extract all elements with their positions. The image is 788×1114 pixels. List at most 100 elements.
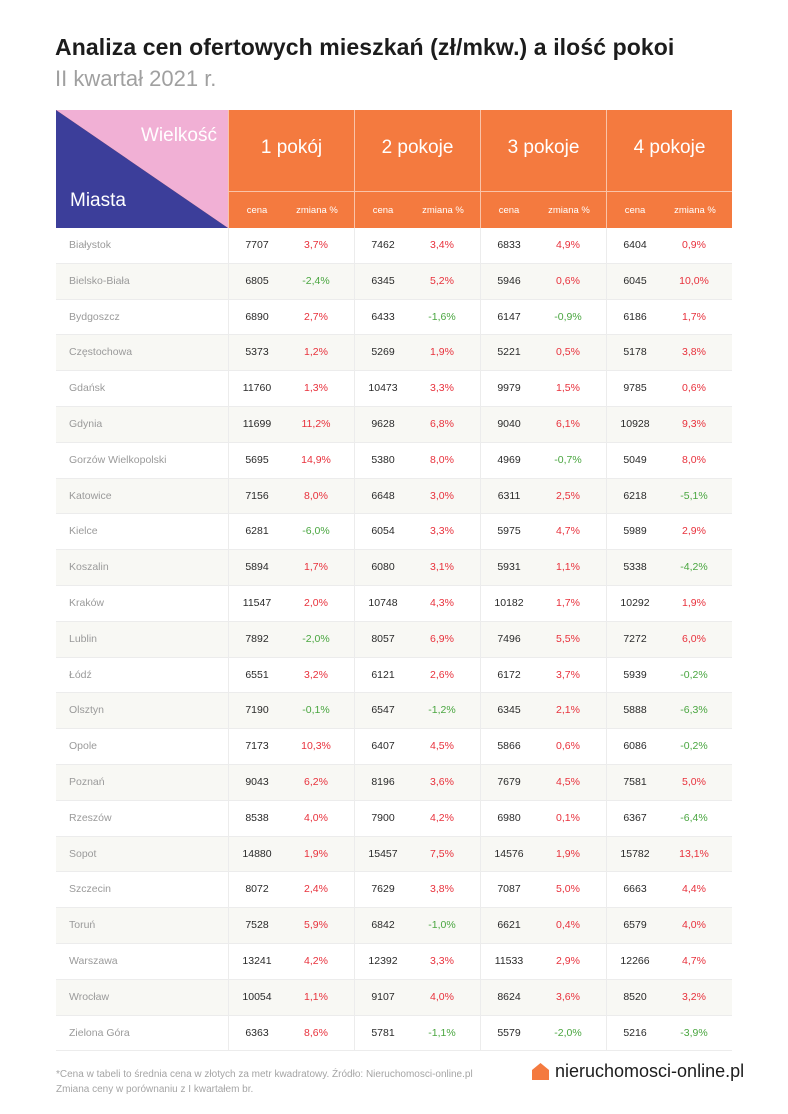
change-cell: 3,3% (430, 525, 454, 538)
column-divider (228, 406, 229, 442)
price-cell: 5975 (497, 525, 521, 538)
price-cell: 6648 (371, 489, 395, 502)
column-divider (354, 693, 355, 729)
price-cell: 13241 (242, 954, 272, 967)
city-name: Bielsko-Biała (69, 274, 130, 287)
header-divider (229, 191, 354, 192)
change-cell: 1,7% (682, 310, 706, 323)
change-cell: -6,0% (302, 525, 330, 538)
column-divider (606, 979, 607, 1015)
price-cell: 11547 (242, 596, 272, 609)
change-cell: -1,0% (428, 919, 456, 932)
price-cell: 10473 (368, 382, 398, 395)
column-divider (480, 621, 481, 657)
change-cell: 3,3% (430, 954, 454, 967)
table-row: Toruń 7528 5,9% 6842 -1,0% 6621 0,4% 6579 4,0% (56, 908, 732, 944)
table-row: Koszalin 5894 1,7% 6080 3,1% 5931 1,1% 5338 -4,2… (56, 550, 732, 586)
column-divider (480, 406, 481, 442)
change-cell: -2,0% (554, 1026, 582, 1039)
change-cell: 0,5% (556, 346, 580, 359)
price-cell: 5989 (623, 525, 647, 538)
table-row: Opole 7173 10,3% 6407 4,5% 5866 0,6% 6086 -0,2% (56, 729, 732, 765)
column-divider (228, 836, 229, 872)
column-group-2: 2 pokoje cena zmiana % (354, 110, 480, 228)
column-divider (606, 800, 607, 836)
change-cell: 3,0% (430, 489, 454, 502)
table-row: Sopot 14880 1,9% 15457 7,5% 14576 1,9% 15782 13,… (56, 836, 732, 873)
column-divider (480, 514, 481, 550)
column-divider (228, 335, 229, 371)
column-divider (228, 478, 229, 514)
column-divider (354, 943, 355, 979)
city-name: Poznań (69, 775, 105, 788)
column-divider (606, 693, 607, 729)
price-cell: 6080 (371, 561, 395, 574)
change-cell: 9,3% (682, 417, 706, 430)
price-cell: 15457 (368, 847, 398, 860)
column-divider (354, 514, 355, 550)
column-divider (354, 800, 355, 836)
column-divider (480, 693, 481, 729)
column-divider (480, 442, 481, 478)
change-cell: 3,3% (430, 382, 454, 395)
change-cell: 4,5% (430, 740, 454, 753)
column-divider (480, 478, 481, 514)
price-cell: 5216 (623, 1026, 647, 1039)
column-divider (354, 657, 355, 693)
column-divider (354, 406, 355, 442)
price-cell: 5269 (371, 346, 395, 359)
price-cell: 8520 (623, 990, 647, 1003)
price-cell: 5888 (623, 704, 647, 717)
price-cell: 5781 (371, 1026, 395, 1039)
change-cell: 0,6% (556, 274, 580, 287)
price-cell: 11760 (242, 382, 272, 395)
column-divider (354, 263, 355, 299)
city-name: Toruń (69, 919, 96, 932)
change-cell: 14,9% (301, 453, 331, 466)
price-cell: 14880 (242, 847, 272, 860)
table-row: Gdynia 11699 11,2% 9628 6,8% 9040 6,1% 10928 9,3… (56, 406, 732, 443)
price-cell: 15782 (620, 847, 650, 860)
change-cell: 0,4% (556, 919, 580, 932)
column-group-title: 3 pokoje (507, 137, 580, 158)
table-row: Kielce 6281 -6,0% 6054 3,3% 5975 4,7% 5989 2,9% (56, 514, 732, 551)
city-name: Łódź (69, 668, 92, 681)
change-cell: 1,9% (556, 847, 580, 860)
price-cell: 6621 (497, 919, 521, 932)
column-divider (354, 1015, 355, 1051)
column-divider (480, 1015, 481, 1051)
price-cell: 6805 (245, 274, 269, 287)
price-cell: 6980 (497, 811, 521, 824)
price-cell: 12266 (620, 954, 650, 967)
price-cell: 9979 (497, 382, 521, 395)
change-cell: -3,9% (680, 1026, 708, 1039)
column-divider (228, 299, 229, 335)
change-cell: 1,7% (556, 596, 580, 609)
change-cell: 1,1% (304, 990, 328, 1003)
city-name: Gdynia (69, 417, 103, 430)
change-cell: 2,5% (556, 489, 580, 502)
column-divider (354, 371, 355, 406)
change-cell: 4,2% (304, 954, 328, 967)
price-cell: 6281 (245, 525, 269, 538)
column-divider (606, 729, 607, 764)
column-group-title: 1 pokój (260, 137, 323, 158)
price-cell: 8072 (245, 883, 269, 896)
change-cell: 0,6% (682, 382, 706, 395)
price-cell: 7900 (371, 811, 395, 824)
price-cell: 6551 (245, 668, 269, 681)
price-column-header: cena (624, 205, 646, 216)
change-cell: 2,0% (304, 596, 328, 609)
table-header: Wielkość Miasta 1 pokój cena zmiana % 2 pok… (56, 110, 732, 228)
cities-axis-label: Miasta (70, 190, 126, 211)
change-cell: 1,9% (682, 596, 706, 609)
change-cell: -5,1% (680, 489, 708, 502)
change-cell: 3,2% (304, 668, 328, 681)
city-name: Gdańsk (69, 382, 106, 395)
change-cell: -6,4% (680, 811, 708, 824)
price-cell: 7087 (497, 883, 521, 896)
column-divider (228, 263, 229, 299)
column-divider (606, 657, 607, 693)
page-subtitle: II kwartał 2021 r. (55, 66, 217, 91)
price-cell: 6311 (497, 489, 521, 502)
